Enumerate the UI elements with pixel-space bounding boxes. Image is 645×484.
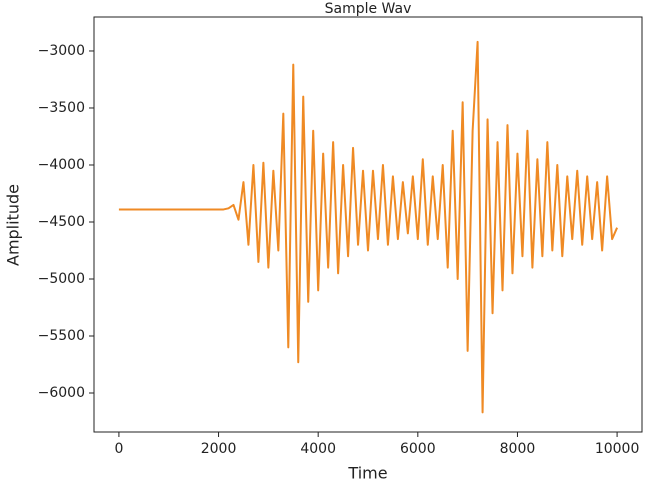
x-tick-label: 8000 — [500, 441, 536, 457]
y-tick-label: −5500 — [38, 328, 85, 344]
x-tick-label: 4000 — [300, 441, 336, 457]
x-axis-label: Time — [347, 464, 387, 483]
plot-area — [118, 40, 619, 414]
data-line — [118, 40, 619, 414]
y-tick-label: −4500 — [38, 214, 85, 230]
x-tick-label: 0 — [114, 441, 123, 457]
y-tick-label: −6000 — [38, 385, 85, 401]
x-tick-label: 2000 — [201, 441, 237, 457]
y-tick-label: −4000 — [38, 157, 85, 173]
x-tick-label: 10000 — [595, 441, 640, 457]
y-tick-label: −3000 — [38, 43, 85, 59]
x-tick-label: 6000 — [400, 441, 436, 457]
y-axis-label: Amplitude — [4, 184, 23, 266]
y-tick-label: −3500 — [38, 100, 85, 116]
chart-title: Sample Wav — [325, 1, 412, 17]
y-tick-label: −5000 — [38, 271, 85, 287]
axes-frame — [93, 16, 643, 433]
